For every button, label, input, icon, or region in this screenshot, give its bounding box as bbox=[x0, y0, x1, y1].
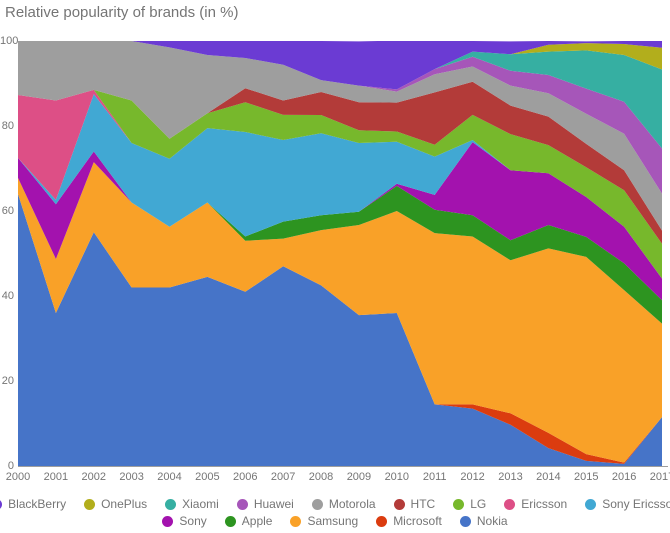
legend-swatch-icon bbox=[290, 515, 302, 527]
area-apple bbox=[18, 162, 662, 324]
legend-label: BlackBerry bbox=[8, 497, 67, 511]
legend-swatch-icon bbox=[311, 498, 323, 510]
legend-swatch-icon bbox=[376, 515, 388, 527]
legend-label: Nokia bbox=[476, 514, 508, 528]
legend-item-sony: Sony bbox=[162, 514, 207, 528]
legend-item-blackberry: BlackBerry bbox=[0, 497, 66, 511]
y-axis-tick-20: 20 bbox=[1, 375, 14, 387]
x-axis-tick-2005: 2005 bbox=[195, 471, 220, 483]
legend-item-xiaomi: Xiaomi bbox=[165, 497, 219, 511]
area-sony bbox=[18, 142, 662, 301]
x-axis-tick-2016: 2016 bbox=[611, 471, 637, 483]
area-sony-ericsson bbox=[18, 94, 662, 279]
legend-label: OnePlus bbox=[101, 497, 148, 511]
area-huawei bbox=[18, 41, 662, 194]
legend-swatch-icon bbox=[0, 498, 3, 510]
y-axis-tick-0: 0 bbox=[7, 460, 14, 472]
x-axis-tick-2004: 2004 bbox=[157, 471, 182, 483]
y-axis-tick-40: 40 bbox=[1, 290, 14, 302]
x-axis-tick-2003: 2003 bbox=[119, 471, 144, 483]
legend-item-nokia: Nokia bbox=[459, 514, 508, 528]
legend-label: Microsoft bbox=[393, 514, 442, 528]
legend-item-sony-ericsson: Sony Ericsson bbox=[585, 497, 670, 511]
legend-swatch-icon bbox=[459, 515, 471, 527]
x-axis-tick-2001: 2001 bbox=[43, 471, 69, 483]
legend-item-apple: Apple bbox=[224, 514, 273, 528]
legend-swatch-icon bbox=[165, 498, 177, 510]
x-axis-tick-2009: 2009 bbox=[346, 471, 372, 483]
x-axis-tick-2000: 2000 bbox=[5, 471, 31, 483]
x-axis-tick-2014: 2014 bbox=[536, 471, 561, 483]
legend-item-samsung: Samsung bbox=[290, 514, 358, 528]
x-axis-tick-2013: 2013 bbox=[498, 471, 523, 483]
legend-swatch-icon bbox=[504, 498, 516, 510]
stacked-area-svg bbox=[18, 41, 662, 466]
legend-label: Ericsson bbox=[521, 497, 568, 511]
area-htc bbox=[18, 81, 662, 244]
legend-swatch-icon bbox=[84, 498, 96, 510]
area-blackberry bbox=[18, 41, 662, 90]
x-axis-tick-2007: 2007 bbox=[270, 471, 296, 483]
area-ericsson bbox=[18, 89, 662, 279]
legend-item-microsoft: Microsoft bbox=[376, 514, 442, 528]
x-axis-tick-2011: 2011 bbox=[422, 471, 447, 483]
legend-label: Xiaomi bbox=[182, 497, 219, 511]
legend-label: HTC bbox=[410, 497, 436, 511]
legend-label: Motorola bbox=[328, 497, 376, 511]
legend-swatch-icon bbox=[224, 515, 236, 527]
x-axis-tick-2015: 2015 bbox=[573, 471, 599, 483]
legend-swatch-icon bbox=[393, 498, 405, 510]
x-axis-tick-2012: 2012 bbox=[460, 471, 485, 483]
legend-item-motorola: Motorola bbox=[311, 497, 376, 511]
legend-label: Samsung bbox=[307, 514, 359, 528]
legend-row-1: BlackBerry OnePlus Xiaomi Huawei Motorola HTC… bbox=[0, 497, 670, 511]
x-axis-tick-2017: 2017 bbox=[649, 471, 670, 483]
y-axis-tick-80: 80 bbox=[1, 120, 14, 132]
legend-label: Sony Ericsson bbox=[602, 497, 670, 511]
area-nokia bbox=[18, 194, 662, 466]
y-axis-tick-60: 60 bbox=[1, 205, 14, 217]
legend-label: LG bbox=[470, 497, 487, 511]
area-oneplus bbox=[18, 41, 662, 90]
x-axis-tick-2008: 2008 bbox=[308, 471, 334, 483]
legend-item-ericsson: Ericsson bbox=[504, 497, 567, 511]
legend-label: Huawei bbox=[253, 497, 294, 511]
legend-swatch-icon bbox=[236, 498, 248, 510]
x-axis-line bbox=[18, 466, 668, 467]
legend-swatch-icon bbox=[453, 498, 465, 510]
area-motorola bbox=[18, 41, 662, 231]
legend-swatch-icon bbox=[162, 515, 174, 527]
legend-row-2: Sony Apple Samsung Microsoft Nokia bbox=[162, 514, 508, 528]
x-axis-tick-2010: 2010 bbox=[384, 471, 410, 483]
area-samsung bbox=[18, 162, 662, 463]
legend-label: Sony bbox=[179, 514, 207, 528]
legend-swatch-icon bbox=[585, 498, 597, 510]
legend-item-htc: HTC bbox=[393, 497, 436, 511]
area-lg bbox=[18, 89, 662, 279]
legend-label: Apple bbox=[241, 514, 273, 528]
chart-title: Relative popularity of brands (in %) bbox=[5, 4, 239, 21]
x-axis-tick-2002: 2002 bbox=[81, 471, 106, 483]
x-axis-tick-2006: 2006 bbox=[233, 471, 258, 483]
y-axis-tick-100: 100 bbox=[0, 35, 19, 47]
chart-legend: BlackBerry OnePlus Xiaomi Huawei Motorola HTC… bbox=[0, 497, 670, 528]
legend-item-huawei: Huawei bbox=[236, 497, 294, 511]
stacked-area-plot bbox=[18, 41, 662, 466]
legend-item-oneplus: OnePlus bbox=[84, 497, 147, 511]
legend-item-lg: LG bbox=[453, 497, 486, 511]
